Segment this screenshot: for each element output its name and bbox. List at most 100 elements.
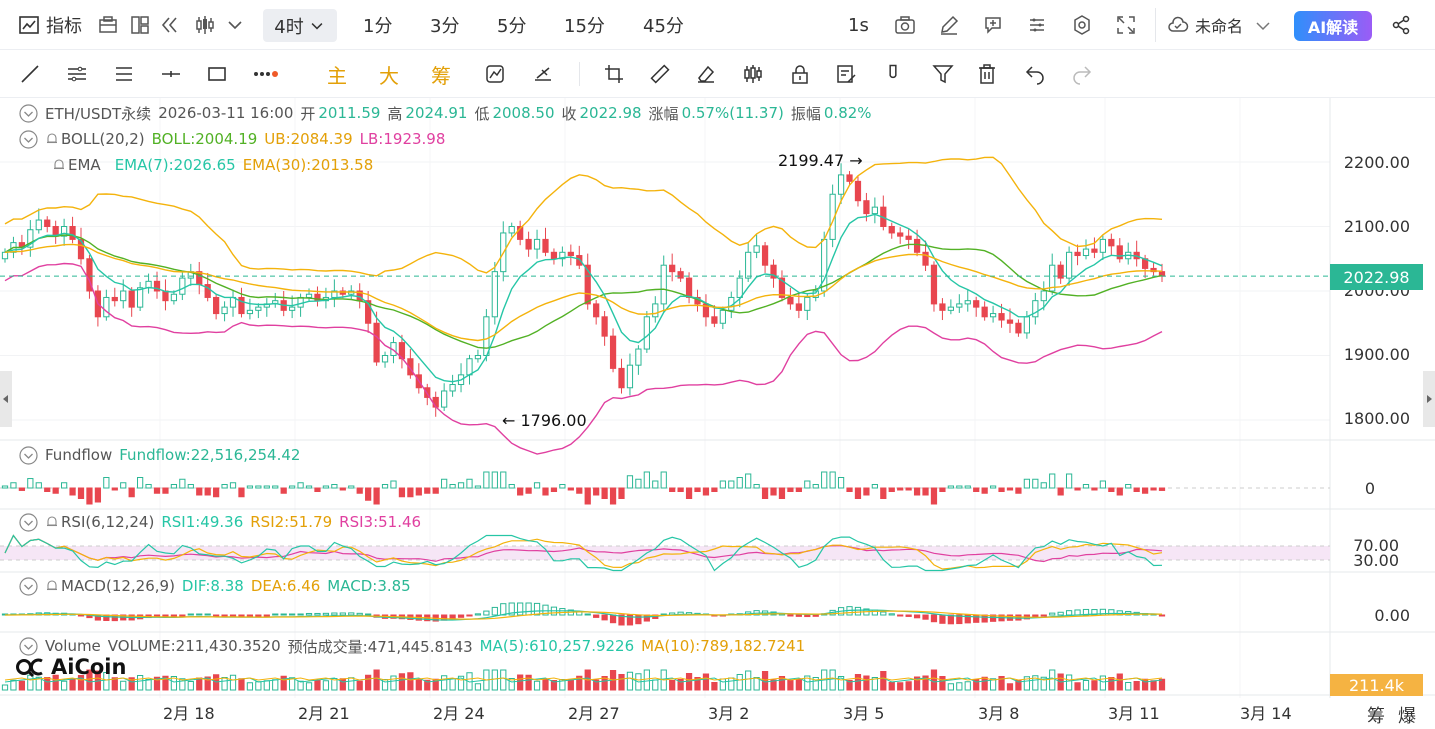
parallel-lines-icon[interactable] (66, 63, 88, 85)
candle-body (711, 316, 718, 324)
candle-body (913, 238, 921, 253)
fundflow-bar (1158, 487, 1166, 491)
volume-bar (913, 676, 921, 691)
interval-3m[interactable]: 3分 (430, 16, 460, 37)
fundflow-bar (550, 487, 558, 492)
measure-icon[interactable] (532, 63, 554, 85)
ai-interpret-button[interactable]: AI解读 (1294, 11, 1372, 41)
indicator-icon[interactable] (18, 14, 40, 36)
candles-icon[interactable] (742, 63, 764, 85)
magnet-icon[interactable] (882, 63, 904, 85)
chip-distribution-button[interactable]: 筹 (1367, 706, 1385, 727)
collapse-chevron-icon[interactable] (19, 129, 38, 149)
fundflow-bar (1082, 484, 1090, 489)
kline-chart[interactable] (0, 98, 1435, 729)
replay-icon[interactable] (159, 14, 181, 36)
boll-value: BOLL:2004.19 (151, 130, 258, 148)
bell-icon[interactable] (45, 515, 59, 529)
interval-1m[interactable]: 1分 (363, 16, 393, 37)
candle-body (1108, 238, 1115, 247)
fundflow-bar (542, 487, 549, 496)
volume-bar (626, 671, 634, 691)
chip-button[interactable]: 筹 (431, 64, 451, 88)
fundflow-bar (60, 482, 68, 489)
ema30-value: EMA(30):2013.58 (242, 156, 374, 174)
lock-icon[interactable] (789, 63, 811, 85)
chevron-down-icon[interactable] (1252, 15, 1274, 37)
volume-bar (280, 675, 287, 691)
fundflow-bar (947, 485, 954, 489)
collapse-chevron-icon[interactable] (19, 636, 38, 656)
main-force-button[interactable]: 主 (327, 64, 347, 88)
pen-icon[interactable] (938, 14, 960, 36)
interval-5m[interactable]: 5分 (497, 16, 527, 37)
low-label: 低 (474, 104, 490, 123)
filter-icon[interactable] (932, 63, 954, 85)
volume-bar (10, 679, 17, 691)
share-icon[interactable] (1390, 14, 1412, 36)
candle-body (1082, 248, 1090, 257)
bell-icon[interactable] (45, 132, 59, 146)
fullscreen-icon[interactable] (1115, 14, 1137, 36)
big-order-button[interactable]: 大 (379, 64, 399, 88)
left-collapse-handle[interactable] (0, 371, 12, 427)
list-settings-icon[interactable] (1026, 14, 1048, 36)
macd-bar (593, 614, 600, 618)
fundflow-bar (643, 471, 650, 489)
rsi-band (0, 546, 1330, 560)
aicoin-mark-icon (16, 658, 43, 678)
bell-icon[interactable] (45, 579, 59, 593)
comment-icon[interactable] (982, 14, 1004, 36)
redo-icon[interactable] (1071, 63, 1093, 85)
fundflow-bar (390, 480, 397, 489)
rectangle-icon[interactable] (206, 63, 228, 85)
macd-bar (787, 614, 794, 617)
more-tools-icon[interactable] (252, 63, 282, 85)
ruler-icon[interactable] (649, 63, 671, 85)
right-collapse-handle[interactable] (1423, 371, 1435, 427)
collapse-chevron-icon[interactable] (19, 445, 38, 465)
trash-icon[interactable] (976, 63, 998, 85)
collapse-chevron-icon[interactable] (19, 512, 38, 532)
gear-icon[interactable] (1071, 14, 1093, 36)
candle-body (989, 313, 997, 318)
candle-type-icon[interactable] (194, 14, 216, 36)
layout-name[interactable]: 未命名 (1195, 17, 1244, 36)
macd-bar (474, 613, 482, 616)
candle-body (120, 290, 127, 302)
liquidation-button[interactable]: 爆 (1398, 706, 1416, 727)
volume-bar (86, 669, 93, 691)
template-icon[interactable] (97, 14, 119, 36)
chevron-down-icon[interactable] (224, 14, 246, 36)
interval-45m[interactable]: 45分 (643, 16, 684, 37)
fundflow-legend: Fundflow Fundflow:22,516,254.42 (0, 444, 307, 466)
indicators-button[interactable]: 指标 (46, 16, 82, 37)
undo-icon[interactable] (1024, 63, 1046, 85)
cloud-check-icon[interactable] (1167, 14, 1189, 36)
bell-icon[interactable] (52, 158, 66, 172)
fundflow-bar (432, 487, 439, 494)
macd-bar (322, 612, 330, 616)
camera-icon[interactable] (894, 14, 916, 36)
eraser-icon[interactable] (695, 63, 717, 85)
volume-bar (871, 677, 878, 691)
collapse-chevron-icon[interactable] (19, 576, 38, 596)
layout-icon[interactable] (129, 14, 151, 36)
speed-button[interactable]: 1s (848, 14, 869, 36)
interval-selector[interactable]: 4时 (263, 9, 337, 42)
change-value: 0.57%(11.37) (681, 104, 784, 122)
volume-bar (795, 679, 802, 691)
candle-body (837, 174, 845, 195)
interval-15m[interactable]: 15分 (564, 16, 605, 37)
fundflow-bar (27, 478, 34, 489)
fundflow-bar (821, 471, 828, 489)
collapse-chevron-icon[interactable] (19, 103, 38, 123)
horizontal-line-icon[interactable] (160, 63, 182, 85)
auto-draw-icon[interactable] (484, 63, 506, 85)
volume-bar (204, 676, 211, 691)
edit-list-icon[interactable] (835, 63, 857, 85)
macd-bar (939, 614, 946, 624)
crop-icon[interactable] (603, 63, 625, 85)
fib-lines-icon[interactable] (113, 63, 135, 85)
trend-line-icon[interactable] (19, 63, 41, 85)
